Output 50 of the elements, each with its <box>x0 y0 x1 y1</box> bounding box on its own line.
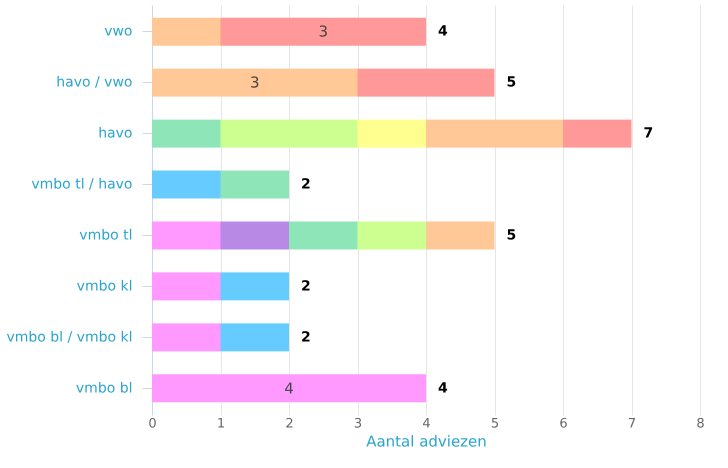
total-label: 2 <box>301 329 311 346</box>
bar <box>220 18 426 46</box>
x-tick-label: 0 <box>148 416 157 432</box>
x-tick-label: 1 <box>216 416 226 432</box>
x-axis-title: Aantal adviezen <box>366 432 487 450</box>
bar <box>152 18 220 46</box>
y-tick-label: vmbo bl / vmbo kl <box>6 329 132 346</box>
total-label: 4 <box>438 24 448 40</box>
bar <box>152 170 220 199</box>
total-label: 4 <box>438 380 448 396</box>
y-tick-label: vmbo kl <box>76 278 132 294</box>
y-tick-label: vmbo bl <box>76 380 132 396</box>
total-label: 2 <box>301 278 311 294</box>
bar <box>358 68 494 97</box>
total-label: 5 <box>506 227 516 244</box>
bar <box>152 221 220 250</box>
x-tick-label: 8 <box>696 416 705 432</box>
x-tick-label: 7 <box>628 416 636 432</box>
y-tick-label: vmbo tl / havo <box>31 176 132 193</box>
total-label: 5 <box>506 74 516 91</box>
bar <box>289 221 358 250</box>
x-tick-label: 3 <box>354 416 362 432</box>
bar <box>152 323 220 352</box>
bar <box>152 68 358 97</box>
bar <box>220 170 289 199</box>
data-label: 4 <box>284 379 294 398</box>
bar <box>220 323 289 352</box>
bar <box>358 221 426 250</box>
bar <box>220 272 289 300</box>
total-label: 2 <box>301 176 311 193</box>
x-tick-label: 5 <box>490 416 500 432</box>
bar <box>563 120 632 148</box>
total-label: 7 <box>644 126 654 142</box>
x-tick-label: 2 <box>285 416 294 432</box>
bar <box>220 221 289 250</box>
y-tick-label: havo <box>98 126 132 142</box>
y-tick-label: havo / vwo <box>56 74 132 91</box>
x-tick-label: 4 <box>422 416 431 432</box>
bar <box>152 272 220 300</box>
x-tick-label: 6 <box>559 416 568 432</box>
bar <box>426 120 563 148</box>
bar <box>220 120 358 148</box>
data-label: 3 <box>250 74 260 92</box>
y-tick-label: vwo <box>104 24 132 40</box>
bar <box>426 221 494 250</box>
bar <box>152 120 220 148</box>
data-label: 3 <box>318 22 328 41</box>
y-tick-label: vmbo tl <box>79 227 132 244</box>
bar <box>358 120 426 148</box>
bar <box>152 374 426 402</box>
